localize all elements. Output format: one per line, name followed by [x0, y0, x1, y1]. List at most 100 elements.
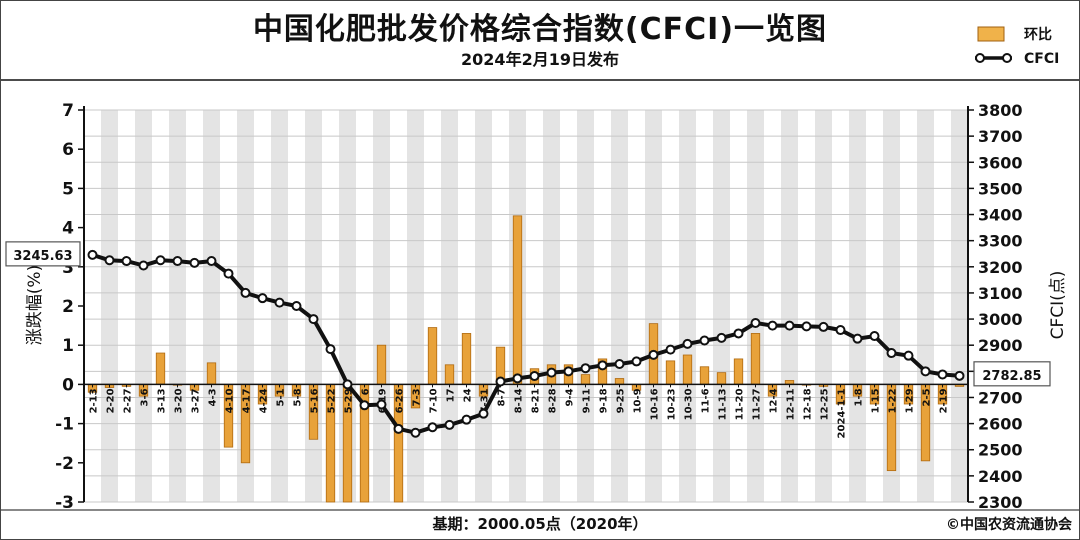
cfci-point [886, 348, 897, 359]
chart-title: 中国化肥批发价格综合指数(CFCI)一览图 [252, 12, 828, 47]
grid-band [849, 110, 866, 502]
x-tick-label: 9-25 [616, 388, 627, 413]
bar [733, 358, 744, 385]
x-tick-label: 2-19 [939, 388, 950, 413]
y-tick-label-right: 2900 [978, 336, 1023, 355]
grid-band [543, 110, 560, 502]
cfci-point [172, 256, 183, 267]
cfci-point [155, 255, 166, 266]
cfci-point [682, 338, 693, 349]
y-tick-label-left: -1 [55, 415, 74, 435]
y-tick-label-right: 2700 [978, 388, 1023, 407]
bar [682, 354, 693, 385]
cfci-point [954, 370, 965, 381]
cfci-point [325, 344, 336, 355]
x-tick-label: 3-6 [140, 388, 151, 406]
cfci-line [91, 252, 960, 435]
cfci-point [495, 376, 506, 387]
y-tick-label-left: 1 [62, 336, 74, 356]
bar [512, 215, 523, 385]
cfci-point [138, 260, 149, 271]
x-tick-labels: 2-13 2-20 2-27 3-6 3-13 3-20 3-27 4-3 4-10 4-17 4-… [89, 384, 950, 438]
x-tick-label: 8-21 [531, 388, 542, 413]
y-tick-label-right: 2500 [978, 441, 1023, 460]
grid-band [101, 110, 118, 502]
x-tick-label: 3-20 [174, 388, 185, 413]
x-tick-label: 4-10 [225, 388, 236, 413]
line-series [87, 249, 965, 438]
bar [665, 360, 676, 385]
grid-band [441, 110, 458, 502]
x-tick-label: 12-4 [769, 388, 780, 413]
y-tick-label-left: 2 [62, 297, 74, 317]
cfci-point [546, 367, 557, 378]
x-tick-label: 3-27 [191, 388, 202, 413]
copyright-note: ©中国农资流通协会 [946, 517, 1072, 533]
cfci-point [648, 349, 659, 360]
cfci-point [427, 422, 438, 433]
x-tick-label: 8-28 [548, 388, 559, 413]
cfci-point [529, 371, 540, 382]
y-axis-right-label: CFCI(点) [1048, 271, 1068, 340]
y-tick-label-right: 3400 [978, 206, 1023, 225]
y-tick-label-left: -2 [55, 454, 74, 474]
y-tick-label-right: 3500 [978, 179, 1023, 198]
cfci-point [665, 344, 676, 355]
x-tick-label: 9-18 [599, 388, 610, 413]
x-tick-label: 10-30 [684, 388, 695, 420]
grid-band [747, 110, 764, 502]
cfci-point [818, 321, 829, 332]
chart-subtitle: 2024年2月19日发布 [461, 50, 619, 69]
grid-band [645, 110, 662, 502]
base-period-note: 基期：2000.05点（2020年） [432, 515, 648, 533]
legend-line-label: CFCI [1024, 51, 1059, 67]
x-tick-label: 10-16 [650, 388, 661, 420]
cfci-point [104, 255, 115, 266]
cfci-point [631, 356, 642, 367]
cfci-point [733, 328, 744, 339]
y-tick-label-right: 2400 [978, 467, 1023, 486]
x-tick-label: 11-6 [701, 388, 712, 413]
x-tick-label: 7-10 [429, 388, 440, 413]
y-tick-label-right: 2600 [978, 415, 1023, 434]
x-tick-label: 12-25 [820, 388, 831, 420]
grid-band [203, 110, 220, 502]
value-callouts: 3245.63 2782.85 [5, 241, 1051, 387]
x-tick-label: 10-23 [667, 388, 678, 420]
bar [699, 366, 710, 385]
cfci-point [461, 414, 472, 425]
legend-bar-swatch [977, 26, 1005, 42]
y-tick-label-right: 3800 [978, 101, 1023, 120]
y-tick-label-left: 0 [62, 375, 74, 395]
grid-band [373, 110, 390, 502]
cfci-point [563, 366, 574, 377]
cfci-point [376, 399, 387, 410]
x-tick-label: 10-9 [633, 388, 644, 413]
cfci-point [512, 373, 523, 384]
cfci-point [580, 363, 591, 374]
cfci-point [835, 325, 846, 336]
x-tick-label: 6-26 [395, 388, 406, 413]
legend-line-marker-b [1002, 53, 1012, 63]
cfci-point [937, 369, 948, 380]
bar [614, 378, 625, 385]
x-tick-label: 2-5 [922, 388, 933, 406]
first-value-callout-box [5, 241, 81, 267]
cfci-point [291, 301, 302, 311]
bar [580, 374, 591, 385]
y-tick-label-left: 7 [62, 101, 74, 121]
bar [461, 333, 472, 385]
bar [206, 362, 217, 385]
cfci-point [699, 335, 710, 346]
cfci-point [903, 350, 914, 361]
cfci-point [359, 400, 370, 411]
x-tick-label: 2024-1-1 [837, 388, 848, 438]
cfci-point [444, 419, 455, 430]
cfci-point [274, 297, 285, 308]
cfci-point [767, 320, 778, 331]
x-tick-label: 4-24 [259, 388, 270, 413]
y-tick-label-right: 3700 [978, 127, 1023, 146]
y-axis-left-label: 涨跌幅(%) [25, 265, 45, 345]
grid-band [475, 110, 492, 502]
